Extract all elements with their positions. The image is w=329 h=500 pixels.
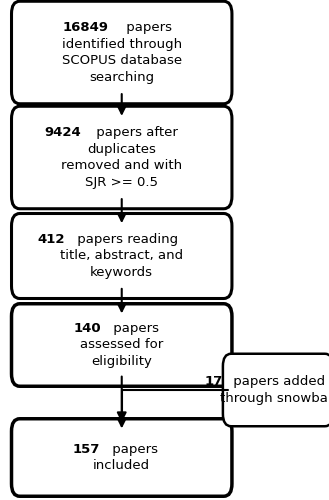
Text: 140: 140 xyxy=(73,322,101,335)
Text: 9424: 9424 xyxy=(45,126,81,139)
Text: papers reading: papers reading xyxy=(73,233,178,246)
FancyBboxPatch shape xyxy=(12,106,232,209)
Text: identified through: identified through xyxy=(62,38,182,51)
Text: searching: searching xyxy=(89,70,154,84)
Text: 157: 157 xyxy=(73,443,100,456)
Text: papers: papers xyxy=(108,443,158,456)
FancyBboxPatch shape xyxy=(12,1,232,104)
Text: SCOPUS database: SCOPUS database xyxy=(62,54,182,67)
Text: included: included xyxy=(93,459,150,472)
Text: papers: papers xyxy=(122,21,172,34)
Text: duplicates: duplicates xyxy=(87,143,156,156)
Text: papers added: papers added xyxy=(229,375,325,388)
Text: 16849: 16849 xyxy=(63,21,108,34)
FancyBboxPatch shape xyxy=(12,304,232,386)
Text: removed and with: removed and with xyxy=(61,159,182,172)
FancyBboxPatch shape xyxy=(12,419,232,496)
Text: keywords: keywords xyxy=(90,266,153,279)
FancyBboxPatch shape xyxy=(12,214,232,298)
Text: title, abstract, and: title, abstract, and xyxy=(60,250,183,262)
Text: papers after: papers after xyxy=(92,126,178,139)
Text: eligibility: eligibility xyxy=(91,355,152,368)
Text: 17: 17 xyxy=(205,375,223,388)
Text: SJR >= 0.5: SJR >= 0.5 xyxy=(85,176,158,188)
Text: assessed for: assessed for xyxy=(80,338,164,351)
FancyBboxPatch shape xyxy=(223,354,329,426)
Text: 412: 412 xyxy=(38,233,65,246)
Text: papers: papers xyxy=(109,322,159,335)
Text: through snowball: through snowball xyxy=(220,392,329,405)
